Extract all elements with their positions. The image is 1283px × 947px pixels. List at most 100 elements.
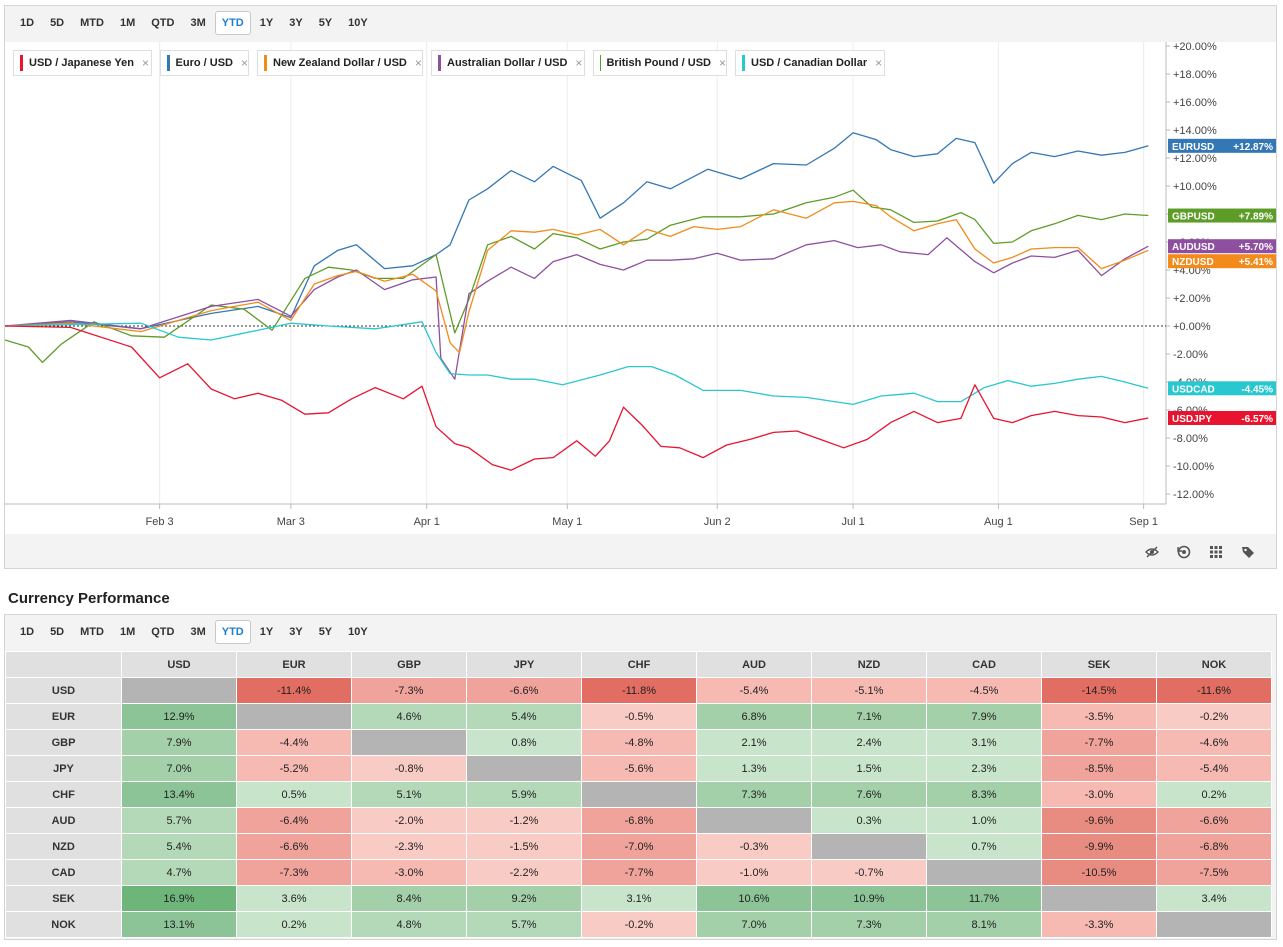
table-range-5d[interactable]: 5D — [43, 620, 71, 644]
performance-cell: -6.6% — [236, 833, 352, 860]
line-chart: +20.00% +18.00% +16.00% +14.00% +12.00% +10.0… — [4, 41, 1276, 528]
performance-cell: 1.3% — [696, 755, 812, 782]
performance-cell: 10.6% — [696, 885, 812, 912]
series-badge-value: +5.41% — [1239, 257, 1273, 268]
performance-cell: 3.6% — [236, 885, 352, 912]
row-header: AUD — [5, 807, 122, 834]
performance-cell: 5.4% — [121, 833, 237, 860]
column-header: EUR — [236, 651, 352, 678]
remove-series-icon[interactable]: × — [141, 56, 149, 70]
x-tick-label: Jun 2 — [704, 516, 731, 528]
legend-label: Australian Dollar / USD — [447, 57, 568, 69]
remove-series-icon[interactable]: × — [575, 56, 583, 70]
series-badge-value: +5.70% — [1239, 242, 1273, 253]
table-range-1d[interactable]: 1D — [13, 620, 41, 644]
performance-cell — [236, 703, 352, 730]
performance-cell: 2.1% — [696, 729, 812, 756]
series-badge — [1168, 381, 1276, 396]
performance-cell: -7.5% — [1156, 859, 1272, 886]
chart-range-5y[interactable]: 5Y — [312, 11, 339, 35]
row-header: NZD — [5, 833, 122, 860]
remove-series-icon[interactable]: × — [875, 56, 883, 70]
performance-cell: -6.8% — [581, 807, 697, 834]
performance-cell: -11.8% — [581, 677, 697, 704]
table-range-qtd[interactable]: QTD — [144, 620, 181, 644]
series-badge — [1168, 138, 1276, 153]
series-line-gbpusd — [4, 189, 1149, 364]
chart-range-1d[interactable]: 1D — [13, 11, 41, 35]
table-row: JPY 7.0% -5.2% -0.8% -5.6% 1.3% 1.5% 2.3% -8.5% -… — [5, 755, 1272, 782]
performance-cell: 1.0% — [926, 807, 1042, 834]
chart-range-1y[interactable]: 1Y — [253, 11, 280, 35]
performance-cell: -3.5% — [1041, 703, 1157, 730]
performance-cell — [1156, 911, 1272, 938]
performance-cell — [351, 729, 467, 756]
remove-series-icon[interactable]: × — [414, 56, 422, 70]
table-range-10y[interactable]: 10Y — [341, 620, 375, 644]
table-row: USD -11.4% -7.3% -6.6% -11.8% -5.4% -5.1% -4.5%… — [5, 677, 1272, 704]
legend-item[interactable]: New Zealand Dollar / USD × — [257, 50, 423, 76]
column-header: CAD — [926, 651, 1042, 678]
x-tick-label: Sep 1 — [1129, 516, 1158, 528]
performance-cell: -3.3% — [1041, 911, 1157, 938]
y-tick-label: +12.00% — [1173, 153, 1217, 165]
performance-cell: -10.5% — [1041, 859, 1157, 886]
y-tick-label: +14.00% — [1173, 125, 1217, 137]
series-badge-name: EURUSD — [1172, 142, 1214, 153]
table-row: EUR 12.9% 4.6% 5.4% -0.5% 6.8% 7.1% 7.9% -3.5% -0… — [5, 703, 1272, 730]
remove-series-icon[interactable]: × — [718, 56, 726, 70]
table-range-mtd[interactable]: MTD — [73, 620, 111, 644]
performance-cell: -8.5% — [1041, 755, 1157, 782]
performance-cell: 7.9% — [121, 729, 237, 756]
performance-cell — [811, 833, 927, 860]
table-range-1m[interactable]: 1M — [113, 620, 142, 644]
legend-item[interactable]: Euro / USD × — [160, 50, 249, 76]
tag-icon[interactable] — [1240, 544, 1256, 560]
performance-cell: -11.4% — [236, 677, 352, 704]
performance-cell: -7.3% — [236, 859, 352, 886]
grid-icon[interactable] — [1208, 544, 1224, 560]
performance-cell: -9.9% — [1041, 833, 1157, 860]
legend-swatch — [167, 55, 170, 71]
column-header: CHF — [581, 651, 697, 678]
table-row: SEK 16.9% 3.6% 8.4% 9.2% 3.1% 10.6% 10.9% 11.7% 3… — [5, 885, 1272, 912]
table-row: CAD 4.7% -7.3% -3.0% -2.2% -7.7% -1.0% -0.7% -10… — [5, 859, 1272, 886]
table-range-3y[interactable]: 3Y — [282, 620, 309, 644]
legend-item[interactable]: Australian Dollar / USD × — [431, 50, 585, 76]
x-tick-label: Apr 1 — [414, 516, 440, 528]
table-range-ytd[interactable]: YTD — [214, 620, 251, 644]
performance-cell — [466, 755, 582, 782]
legend-item[interactable]: USD / Canadian Dollar × — [735, 50, 885, 76]
chart-range-qtd[interactable]: QTD — [144, 11, 181, 35]
legend-item[interactable]: USD / Japanese Yen × — [13, 50, 152, 76]
performance-cell: 4.7% — [121, 859, 237, 886]
chart-range-1m[interactable]: 1M — [113, 11, 142, 35]
chart-range-5d[interactable]: 5D — [43, 11, 71, 35]
series-badge-value: +12.87% — [1233, 142, 1273, 153]
y-tick-label: -2.00% — [1173, 349, 1208, 361]
remove-series-icon[interactable]: × — [240, 56, 248, 70]
table-range-3m[interactable]: 3M — [183, 620, 212, 644]
chart-range-3m[interactable]: 3M — [183, 11, 212, 35]
chart-range-10y[interactable]: 10Y — [341, 11, 375, 35]
performance-cell: -6.6% — [466, 677, 582, 704]
performance-cell: -3.0% — [351, 859, 467, 886]
chart-panel: 1D 5D MTD 1M QTD 3M YTD 1Y 3Y 5Y 10Y +20.00% +18.00… — [4, 5, 1277, 569]
performance-cell: -6.6% — [1156, 807, 1272, 834]
chart-range-3y[interactable]: 3Y — [282, 11, 309, 35]
chart-range-mtd[interactable]: MTD — [73, 11, 111, 35]
series-badge-value: +7.89% — [1239, 212, 1273, 223]
reset-zoom-icon[interactable] — [1176, 544, 1192, 560]
performance-cell: 7.0% — [121, 755, 237, 782]
table-range-5y[interactable]: 5Y — [312, 620, 339, 644]
x-tick-label: Aug 1 — [984, 516, 1013, 528]
legend-item[interactable]: British Pound / USD × — [593, 50, 727, 76]
table-range-1y[interactable]: 1Y — [253, 620, 280, 644]
performance-cell: 5.7% — [121, 807, 237, 834]
hide-icon[interactable] — [1144, 544, 1160, 560]
performance-cell — [926, 859, 1042, 886]
performance-cell: 13.1% — [121, 911, 237, 938]
chart-range-ytd[interactable]: YTD — [214, 11, 251, 35]
performance-cell: -0.3% — [696, 833, 812, 860]
performance-cell: -0.5% — [581, 703, 697, 730]
